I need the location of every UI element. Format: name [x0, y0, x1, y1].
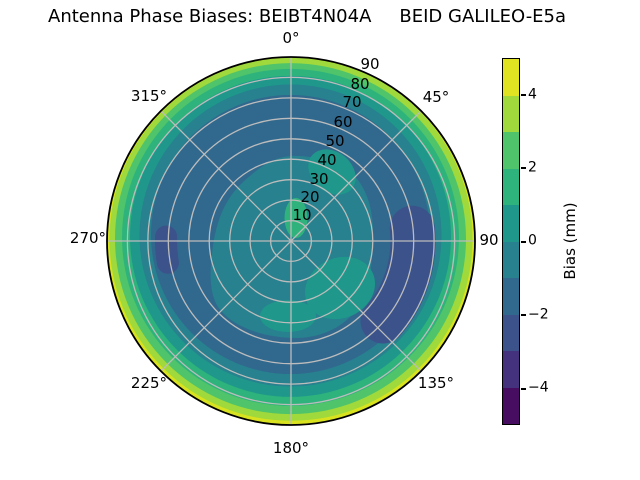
radial-label-10: 10 — [292, 206, 312, 224]
azimuth-label-315: 315° — [130, 87, 168, 105]
azimuth-label-90: 90 — [479, 231, 499, 249]
title-signal: BEID GALILEO-E5a — [399, 6, 567, 27]
colorbar-segment — [503, 314, 519, 351]
colorbar-segment — [503, 95, 519, 132]
colorbar-segment — [503, 168, 519, 205]
radial-label-90: 90 — [360, 55, 380, 73]
colorbar-tick-0 — [521, 241, 526, 243]
anomaly-east — [360, 205, 436, 344]
colorbar-tick-2 — [521, 167, 526, 169]
azimuth-label-225: 225° — [130, 374, 168, 392]
teal-patch-south — [260, 300, 316, 332]
figure-title: Antenna Phase Biases: BEIBT4N04A BEID GA… — [48, 6, 566, 27]
azimuth-label-180: 180° — [272, 439, 310, 457]
anomaly-west — [155, 225, 179, 274]
colorbar-segment — [503, 241, 519, 278]
colorbar-axis-label: Bias (mm) — [561, 202, 579, 280]
radial-label-20: 20 — [300, 188, 320, 206]
colorbar — [502, 58, 520, 425]
radial-label-60: 60 — [333, 113, 353, 131]
colorbar-segment — [503, 132, 519, 169]
title-station: Antenna Phase Biases: BEIBT4N04A — [48, 6, 372, 27]
spoke-135-315 — [160, 110, 422, 372]
radial-label-70: 70 — [342, 93, 362, 111]
polar-grid — [107, 57, 475, 425]
radial-label-50: 50 — [325, 132, 345, 150]
azimuth-label-0: 0° — [282, 29, 300, 47]
teal-patch-northeast — [308, 149, 356, 195]
colorbar-segment — [503, 387, 519, 424]
azimuth-label-270: 270° — [69, 229, 107, 247]
colorbar-tick-label-2: 2 — [528, 159, 537, 176]
colorbar-tick-4 — [521, 94, 526, 96]
azimuth-label-45: 45° — [422, 88, 450, 106]
polar-rim — [106, 56, 476, 426]
colorbar-tick-n2 — [521, 314, 526, 316]
colorbar-segment — [503, 278, 519, 315]
colorbar-tick-label-0: 0 — [528, 232, 537, 249]
colorbar-tick-label-n4: −4 — [528, 379, 549, 396]
zenith-green-blob — [284, 198, 308, 238]
colorbar-segment — [503, 205, 519, 242]
radial-label-40: 40 — [317, 151, 337, 169]
colorbar-tick-label-n2: −2 — [528, 306, 549, 323]
colorbar-segment — [503, 59, 519, 96]
colorbar-segment — [503, 351, 519, 388]
colorbar-tick-label-4: 4 — [528, 86, 537, 103]
radial-label-30: 30 — [309, 170, 329, 188]
azimuth-label-135: 135° — [417, 374, 455, 392]
colorbar-tick-n4 — [521, 388, 526, 390]
radial-label-80: 80 — [350, 75, 370, 93]
